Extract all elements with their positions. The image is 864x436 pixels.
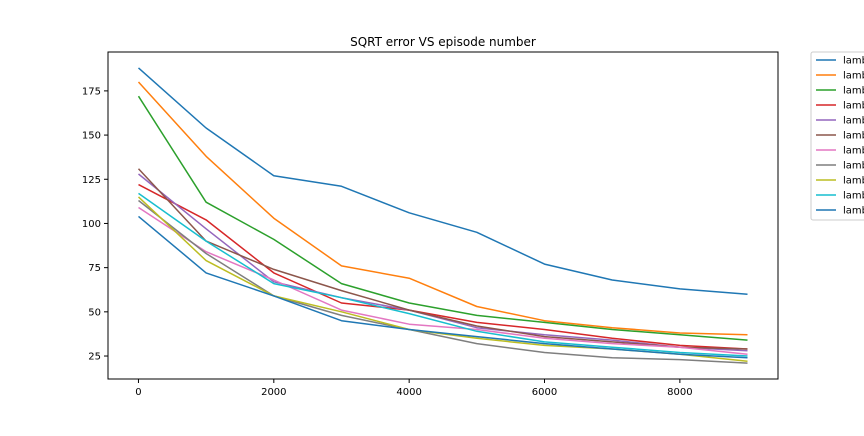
legend-label-9: lamb xyxy=(843,176,864,187)
series-line-11 xyxy=(138,215,748,359)
y-tick-label: 50 xyxy=(88,307,101,318)
y-tick-label: 25 xyxy=(88,352,101,363)
chart-title: SQRT error VS episode number xyxy=(350,35,536,49)
x-axis: 0 2000 4000 6000 8000 xyxy=(135,379,693,398)
y-tick-label: 175 xyxy=(82,86,101,97)
legend-label-8: lamb xyxy=(843,161,864,172)
series-line-10 xyxy=(138,192,748,357)
x-tick-label: 2000 xyxy=(261,387,286,398)
x-tick-label: 4000 xyxy=(396,387,421,398)
legend-label-5: lamb xyxy=(843,116,864,127)
y-tick-label: 150 xyxy=(82,131,101,142)
y-tick-label: 125 xyxy=(82,175,101,186)
series-line-4 xyxy=(138,183,748,350)
x-tick-label: 0 xyxy=(135,387,141,398)
series-line-7 xyxy=(138,206,748,356)
legend-label-4: lamb xyxy=(843,101,864,112)
series-line-3 xyxy=(137,95,748,341)
series-line-6 xyxy=(137,168,748,350)
legend-label-6: lamb xyxy=(843,131,864,142)
legend-label-7: lamb xyxy=(843,146,864,157)
legend-label-3: lamb xyxy=(843,86,864,97)
x-tick-label: 8000 xyxy=(667,387,692,398)
y-tick-label: 100 xyxy=(82,219,101,230)
series-line-8 xyxy=(138,199,748,364)
x-tick-label: 6000 xyxy=(532,387,557,398)
legend-label-1: lamb xyxy=(843,56,864,67)
legend-label-11: lamb xyxy=(843,206,864,217)
y-axis: 25 50 75 100 125 150 175 xyxy=(82,86,108,363)
series-lines xyxy=(137,67,748,364)
legend-label-2: lamb xyxy=(843,71,864,82)
plot-frame xyxy=(107,51,779,380)
series-line-2 xyxy=(137,81,748,336)
series-line-1 xyxy=(138,67,748,295)
legend-label-10: lamb xyxy=(843,191,864,202)
legend: lamb lamb lamb lamb lamb lamb lamb lamb lamb lamb… xyxy=(810,51,864,221)
y-tick-label: 75 xyxy=(88,263,101,274)
legend-box xyxy=(810,51,864,221)
